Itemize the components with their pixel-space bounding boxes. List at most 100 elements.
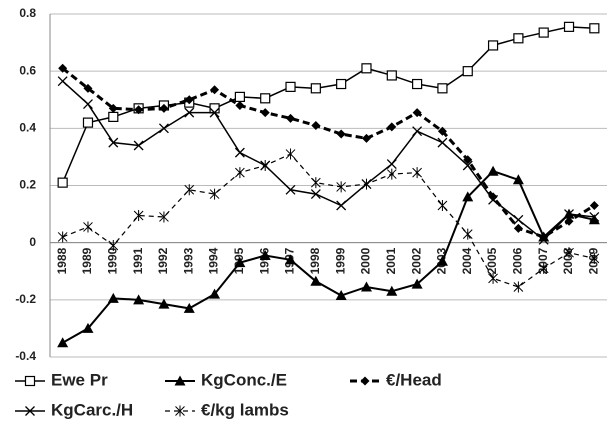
- x-tick-label: 2001: [384, 247, 398, 274]
- y-tick-label: 0: [29, 235, 36, 249]
- marker: [260, 93, 271, 104]
- marker: [412, 108, 422, 118]
- marker: [436, 255, 448, 266]
- marker: [412, 78, 423, 90]
- marker: [437, 200, 448, 212]
- x-tick-label: 1989: [80, 247, 94, 274]
- x-tick-label: 2000: [359, 247, 373, 274]
- y-tick-label: 0.2: [19, 178, 36, 192]
- marker: [83, 83, 93, 93]
- marker: [437, 83, 448, 94]
- marker: [589, 211, 600, 222]
- marker: [589, 23, 600, 34]
- x-tick-label: 1996: [257, 247, 271, 274]
- legend-marker: [174, 375, 186, 386]
- marker: [488, 194, 499, 205]
- x-tick-label: 2004: [460, 247, 474, 274]
- marker: [235, 167, 245, 179]
- marker: [588, 214, 600, 225]
- marker: [512, 174, 524, 185]
- marker: [209, 107, 220, 118]
- marker: [336, 200, 347, 211]
- marker: [82, 117, 94, 128]
- marker: [209, 288, 221, 299]
- marker: [335, 290, 347, 301]
- marker: [83, 221, 93, 233]
- marker: [487, 165, 499, 176]
- marker: [310, 83, 321, 94]
- y-tick-label: 0.8: [19, 6, 36, 20]
- marker: [134, 105, 144, 115]
- marker: [58, 63, 68, 73]
- marker: [184, 107, 195, 118]
- marker: [285, 148, 296, 160]
- marker: [310, 177, 321, 189]
- marker: [210, 85, 220, 95]
- marker: [310, 275, 322, 286]
- marker: [286, 113, 296, 123]
- marker: [260, 159, 271, 171]
- x-tick-label: 1990: [105, 247, 119, 274]
- marker: [361, 178, 372, 190]
- marker: [488, 272, 498, 284]
- x-tick-label: 1994: [207, 247, 221, 274]
- marker: [411, 278, 423, 289]
- marker: [564, 247, 574, 259]
- marker: [488, 192, 498, 202]
- marker: [285, 184, 296, 195]
- x-tick-label: 2009: [587, 247, 601, 274]
- marker: [462, 160, 473, 171]
- x-tick-label: 2008: [561, 247, 575, 274]
- marker: [234, 147, 245, 158]
- series-line: [62, 153, 595, 288]
- marker: [158, 123, 169, 134]
- marker: [57, 76, 68, 87]
- marker: [57, 231, 68, 243]
- marker: [158, 298, 170, 309]
- marker: [82, 322, 94, 333]
- marker: [513, 223, 523, 233]
- marker: [564, 209, 574, 220]
- marker: [462, 66, 473, 77]
- marker: [513, 214, 524, 225]
- marker: [234, 91, 245, 102]
- marker: [159, 103, 169, 113]
- series-line: [62, 170, 595, 344]
- marker: [285, 254, 297, 265]
- marker: [564, 216, 574, 226]
- y-tick-label: -0.2: [15, 292, 36, 306]
- marker: [437, 137, 448, 148]
- marker: [184, 95, 194, 105]
- marker: [487, 40, 499, 51]
- marker: [133, 210, 144, 222]
- legend-label: KgCarc./H: [51, 400, 133, 419]
- series-line: [62, 80, 595, 241]
- marker: [259, 250, 271, 261]
- marker: [412, 126, 423, 137]
- marker: [108, 137, 119, 148]
- x-tick-label: 2007: [536, 247, 550, 274]
- legend-marker: [360, 376, 370, 386]
- marker: [538, 262, 549, 274]
- marker: [234, 257, 246, 268]
- marker: [311, 120, 321, 130]
- marker: [108, 111, 119, 123]
- marker: [310, 189, 321, 200]
- legend-label: €/Head: [386, 370, 442, 389]
- legend-marker: [25, 406, 35, 416]
- marker: [513, 33, 524, 44]
- marker: [336, 181, 347, 193]
- x-tick-label: 2002: [409, 247, 423, 274]
- marker: [462, 228, 473, 240]
- marker: [183, 302, 195, 313]
- x-tick-label: 1998: [308, 247, 322, 274]
- x-tick-label: 2006: [511, 247, 525, 274]
- marker: [361, 63, 372, 74]
- marker: [209, 188, 220, 200]
- marker: [589, 201, 599, 211]
- marker: [437, 126, 447, 136]
- marker: [336, 78, 347, 90]
- marker: [133, 294, 145, 305]
- legend-label: KgConc./E: [201, 370, 287, 389]
- marker: [133, 140, 144, 151]
